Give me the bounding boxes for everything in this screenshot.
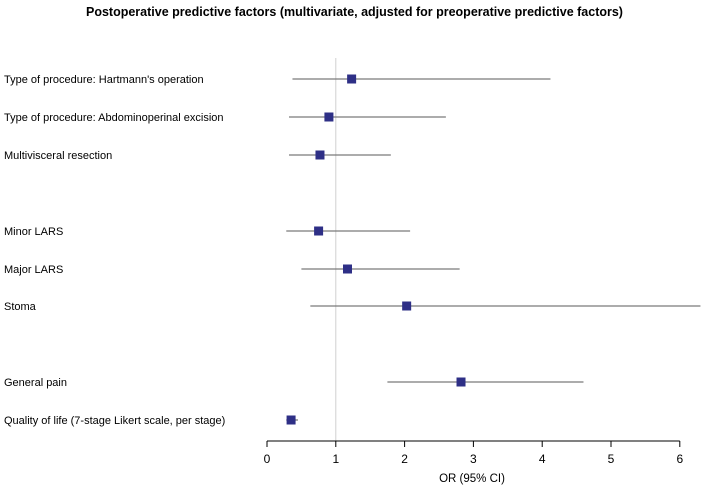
or-marker — [456, 377, 466, 387]
row-label: General pain — [4, 377, 67, 389]
chart-title: Postoperative predictive factors (multiv… — [86, 5, 623, 19]
x-axis: 0 1 2 3 4 5 6 — [264, 440, 683, 466]
or-marker — [286, 415, 296, 425]
or-marker — [315, 150, 325, 160]
or-marker — [314, 226, 324, 236]
or-marker — [347, 74, 357, 84]
x-tick-label: 6 — [676, 452, 683, 466]
or-marker — [324, 112, 334, 122]
x-tick-label: 4 — [539, 452, 546, 466]
or-marker — [342, 264, 352, 274]
row-label: Stoma — [4, 301, 37, 313]
row-label: Type of procedure: Abdominoperinal excis… — [4, 112, 224, 124]
x-tick-label: 1 — [332, 452, 339, 466]
x-tick-label: 0 — [264, 452, 271, 466]
x-tick-label: 3 — [470, 452, 477, 466]
row-label: Quality of life (7-stage Likert scale, p… — [4, 415, 225, 427]
x-axis-label: OR (95% CI) — [439, 473, 505, 485]
row-label: Minor LARS — [4, 226, 63, 238]
row-label: Type of procedure: Hartmann's operation — [4, 74, 204, 86]
x-tick-label: 5 — [608, 452, 615, 466]
x-tick-label: 2 — [401, 452, 408, 466]
row-label: Multivisceral resection — [4, 150, 112, 162]
rows-layer: Type of procedure: Hartmann's operation T… — [4, 58, 701, 441]
row-label: Major LARS — [4, 264, 63, 276]
or-marker — [402, 301, 412, 311]
